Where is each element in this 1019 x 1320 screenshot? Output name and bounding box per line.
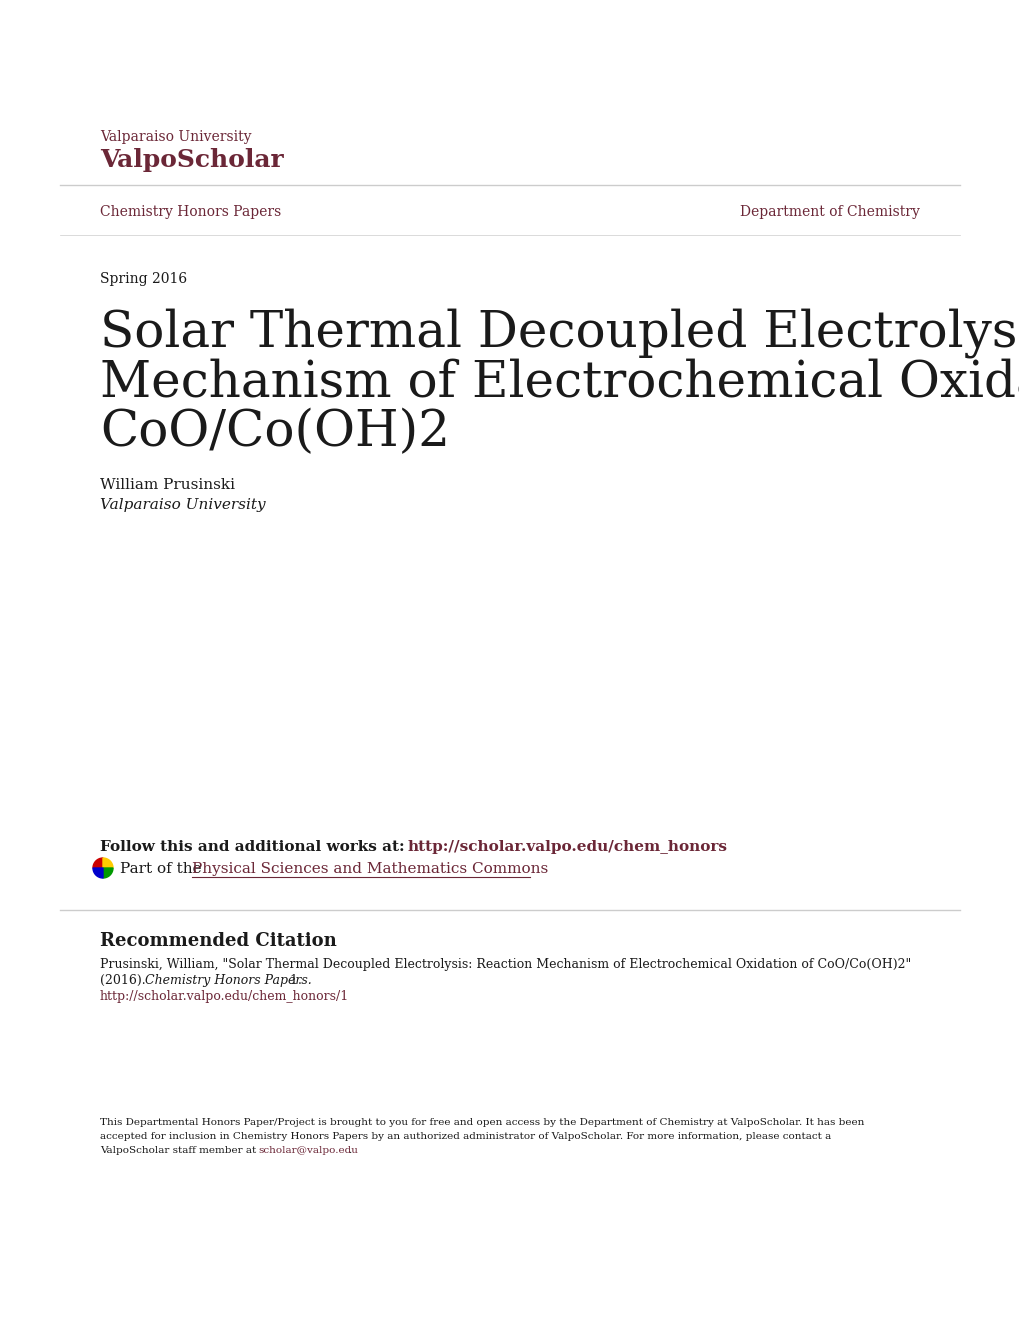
Text: Chemistry Honors Papers: Chemistry Honors Papers (100, 205, 281, 219)
Text: Valparaiso University: Valparaiso University (100, 498, 265, 512)
Text: This Departmental Honors Paper/Project is brought to you for free and open acces: This Departmental Honors Paper/Project i… (100, 1118, 863, 1127)
Text: http://scholar.valpo.edu/chem_honors/1: http://scholar.valpo.edu/chem_honors/1 (100, 990, 348, 1003)
Wedge shape (103, 858, 113, 869)
Text: Solar Thermal Decoupled Electrolysis: Reaction: Solar Thermal Decoupled Electrolysis: Re… (100, 308, 1019, 358)
Wedge shape (103, 869, 113, 878)
Text: Prusinski, William, "Solar Thermal Decoupled Electrolysis: Reaction Mechanism of: Prusinski, William, "Solar Thermal Decou… (100, 958, 910, 972)
Text: (2016).: (2016). (100, 974, 150, 987)
Text: Spring 2016: Spring 2016 (100, 272, 186, 286)
Wedge shape (93, 858, 103, 869)
Text: Mechanism of Electrochemical Oxidation of: Mechanism of Electrochemical Oxidation o… (100, 358, 1019, 408)
Text: scholar@valpo.edu: scholar@valpo.edu (258, 1146, 358, 1155)
Text: Part of the: Part of the (120, 862, 206, 876)
Text: 1.: 1. (285, 974, 302, 987)
Text: accepted for inclusion in Chemistry Honors Papers by an authorized administrator: accepted for inclusion in Chemistry Hono… (100, 1133, 830, 1140)
Text: William Prusinski: William Prusinski (100, 478, 234, 492)
Text: ValpoScholar staff member at: ValpoScholar staff member at (100, 1146, 259, 1155)
Wedge shape (93, 869, 103, 878)
Text: ValpoScholar: ValpoScholar (100, 148, 283, 172)
Text: http://scholar.valpo.edu/chem_honors: http://scholar.valpo.edu/chem_honors (408, 840, 728, 854)
Text: Department of Chemistry: Department of Chemistry (740, 205, 919, 219)
Text: Physical Sciences and Mathematics Commons: Physical Sciences and Mathematics Common… (192, 862, 548, 876)
Text: Valparaiso University: Valparaiso University (100, 129, 252, 144)
Text: Chemistry Honors Papers.: Chemistry Honors Papers. (145, 974, 312, 987)
Text: Recommended Citation: Recommended Citation (100, 932, 336, 950)
Text: CoO/Co(OH)2: CoO/Co(OH)2 (100, 408, 449, 458)
Text: Follow this and additional works at:: Follow this and additional works at: (100, 840, 410, 854)
Text: .: . (347, 1146, 351, 1155)
